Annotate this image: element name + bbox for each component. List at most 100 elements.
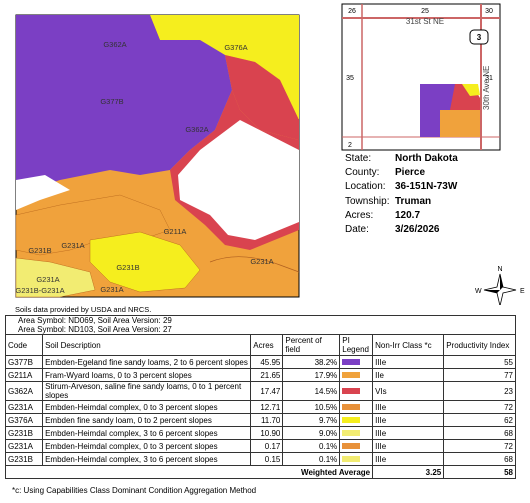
- cell-class: IIIe: [372, 452, 445, 466]
- legend-swatch: [342, 416, 361, 423]
- legend-swatch: [342, 429, 361, 436]
- cell-index: 68: [443, 452, 516, 466]
- cell-index: 55: [443, 355, 516, 369]
- cell-percent: 10.5%: [282, 400, 341, 414]
- section-label: 2: [348, 142, 352, 149]
- cell-class: IIIe: [372, 426, 445, 440]
- cell-percent: 0.1%: [282, 452, 341, 466]
- soil-row: G231A Embden-Heimdal complex, 0 to 3 perc…: [4, 400, 516, 414]
- soil-label: G231B-G231A: [15, 286, 64, 295]
- white-zone: [16, 175, 70, 210]
- info-value: 120.7: [395, 209, 421, 221]
- section-label: 26: [348, 8, 356, 15]
- soil-row: G211A Fram-Wyard loams, 0 to 3 percent sl…: [4, 368, 516, 382]
- highway-shield: [469, 29, 489, 45]
- info-key: County:: [345, 167, 380, 179]
- inset-map: 3 31st St NE 30th Ave NE: [341, 3, 501, 151]
- weighted-index: 58: [443, 465, 516, 479]
- compass-n: N: [497, 266, 502, 273]
- cell-acres: 11.70: [250, 413, 284, 427]
- cell-code: G231A: [4, 439, 44, 453]
- compass: N S E W: [475, 266, 525, 305]
- cell-acres: 21.65: [250, 368, 284, 382]
- cell-acres: 17.47: [250, 381, 284, 401]
- cell-code: G231B: [4, 426, 44, 440]
- info-row: Township: Truman: [345, 195, 458, 209]
- column-header: PI Legend: [339, 334, 374, 356]
- road-label: 30th Ave NE: [482, 66, 491, 110]
- column-header: Percent of field: [282, 334, 341, 356]
- info-row: Date: 3/26/2026: [345, 223, 458, 237]
- soil-row: G231B Embden-Heimdal complex, 3 to 6 perc…: [4, 452, 516, 466]
- info-key: Date:: [345, 224, 369, 236]
- column-header: Non-Irr Class *c: [372, 334, 445, 356]
- legend-cell: [339, 426, 374, 440]
- cell-percent: 0.1%: [282, 439, 341, 453]
- cell-description: Embden-Heimdal complex, 3 to 6 percent s…: [42, 426, 252, 440]
- cell-percent: 9.0%: [282, 426, 341, 440]
- cell-index: 72: [443, 439, 516, 453]
- soil-label: G377B: [100, 97, 123, 106]
- soil-label: G231A: [100, 285, 123, 294]
- legend-cell: [339, 368, 374, 382]
- cell-code: G211A: [4, 368, 44, 382]
- yellow-zone: [150, 15, 299, 120]
- area-row: Area Symbol: ND069, Soil Area Version: 2…: [5, 315, 516, 335]
- info-row: State: North Dakota: [345, 152, 458, 166]
- soil-label: G231A: [250, 257, 273, 266]
- soil-row: G362A Stirum-Arveson, saline fine sandy l…: [4, 381, 516, 401]
- info-value: Truman: [395, 195, 432, 207]
- weighted-label: Weighted Average: [4, 465, 374, 479]
- inset-field: [440, 110, 480, 137]
- soil-label: G362A: [103, 40, 126, 49]
- info-row: Acres: 120.7: [345, 209, 458, 223]
- soil-label: G231B: [116, 263, 139, 272]
- cell-index: 72: [443, 400, 516, 414]
- soil-label: G231B: [28, 246, 51, 255]
- legend-swatch: [342, 455, 361, 462]
- soil-row: G231A Embden-Heimdal complex, 0 to 3 perc…: [4, 439, 516, 453]
- column-header: Acres: [250, 334, 284, 356]
- boundary: [209, 256, 300, 273]
- cell-description: Embden fine sandy loam, 0 to 2 percent s…: [42, 413, 252, 427]
- cell-class: IIIe: [372, 439, 445, 453]
- area-symbol: Area Symbol: ND069, Soil Area Version: 2…: [18, 316, 172, 325]
- legend-swatch: [342, 442, 361, 449]
- soil-map: [15, 14, 300, 298]
- soil-label: G362A: [185, 125, 208, 134]
- area-cell: Area Symbol: ND069, Soil Area Version: 2…: [5, 315, 516, 335]
- cell-description: Embden-Heimdal complex, 0 to 3 percent s…: [42, 400, 252, 414]
- soil-row: G231B Embden-Heimdal complex, 3 to 6 perc…: [4, 426, 516, 440]
- cell-description: Embden-Heimdal complex, 3 to 6 percent s…: [42, 452, 252, 466]
- red-zone: [225, 55, 299, 140]
- credit: Soils data provided by USDA and NRCS.: [15, 305, 152, 314]
- column-header: Code: [4, 334, 44, 356]
- compass-e: E: [520, 288, 525, 295]
- legend-cell: [339, 355, 374, 369]
- cell-description: Stirum-Arveson, saline fine sandy loams,…: [42, 381, 252, 401]
- section-label: 35: [346, 75, 354, 82]
- yellow-zone: [89, 231, 201, 293]
- soil-row: G377B Embden-Egeland fine sandy loams, 2 …: [4, 355, 516, 369]
- soil-label: G231A: [36, 275, 59, 284]
- legend-cell: [339, 381, 374, 401]
- legend-cell: [339, 452, 374, 466]
- info-key: Acres:: [345, 209, 374, 221]
- inset-field: [462, 84, 480, 96]
- info-row: Location: 36-151N-73W: [345, 180, 458, 194]
- cell-code: G362A: [4, 381, 44, 401]
- info-key: Location:: [345, 181, 386, 193]
- legend-swatch: [342, 371, 361, 378]
- soil-row: G376A Embden fine sandy loam, 0 to 2 perc…: [4, 413, 516, 427]
- road-label: 31st St NE: [406, 17, 444, 26]
- cell-index: 62: [443, 413, 516, 427]
- highway-label: 3: [477, 33, 482, 42]
- cell-code: G377B: [4, 355, 44, 369]
- info-key: Township:: [345, 195, 390, 207]
- cell-percent: 14.5%: [282, 381, 341, 401]
- maps: 3 31st St NE 30th Ave NE N S E W G362A G3…: [15, 3, 525, 305]
- section-label: 30: [485, 8, 493, 15]
- cell-acres: 10.90: [250, 426, 284, 440]
- info-value: 3/26/2026: [395, 224, 440, 236]
- legend-swatch: [342, 387, 361, 394]
